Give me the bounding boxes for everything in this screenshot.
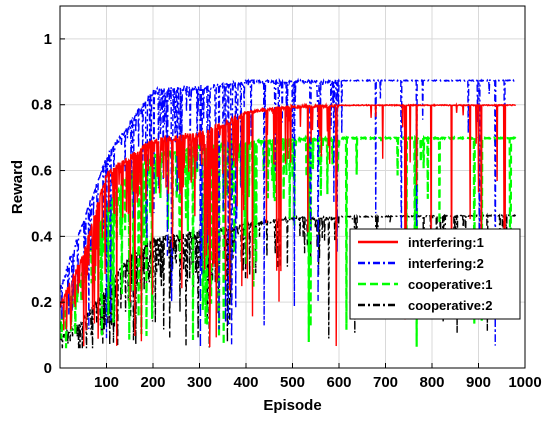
x-axis-label: Episode [263, 397, 321, 414]
series-line-interfering-1 [60, 102, 516, 348]
legend-label: interfering:1 [408, 235, 484, 250]
series-layer [60, 77, 517, 349]
y-tick-label: 0.2 [31, 294, 52, 311]
y-tick-label: 0.8 [31, 97, 52, 114]
y-tick-label: 0.6 [31, 163, 52, 180]
y-tick-label: 0.4 [31, 228, 53, 245]
plot-area [60, 77, 517, 349]
legend: interfering:1 interfering:2 cooperative:1 c… [349, 228, 521, 320]
x-tick-label: 500 [280, 374, 305, 391]
x-tick-label: 400 [233, 374, 258, 391]
legend-label: cooperative:2 [408, 298, 493, 313]
x-tick-label: 1000 [508, 374, 541, 391]
legend-label: interfering:2 [408, 256, 484, 271]
x-tick-label: 100 [94, 374, 119, 391]
series-line-interfering-2 [60, 77, 516, 348]
legend-label: cooperative:1 [408, 277, 493, 292]
x-tick-label: 700 [373, 374, 398, 391]
y-axis-label: Reward [9, 160, 26, 214]
x-tick-label: 900 [466, 374, 491, 391]
x-tick-label: 800 [419, 374, 444, 391]
y-tick-label: 1 [44, 31, 52, 48]
x-tick-label: 300 [187, 374, 212, 391]
x-tick-label: 600 [326, 374, 351, 391]
y-tick-label: 0 [44, 360, 52, 377]
ticks: 100 200 300 400 500 600 700 800 900 1000 0 0.2 0.4 0.… [31, 31, 542, 391]
x-tick-label: 200 [140, 374, 165, 391]
